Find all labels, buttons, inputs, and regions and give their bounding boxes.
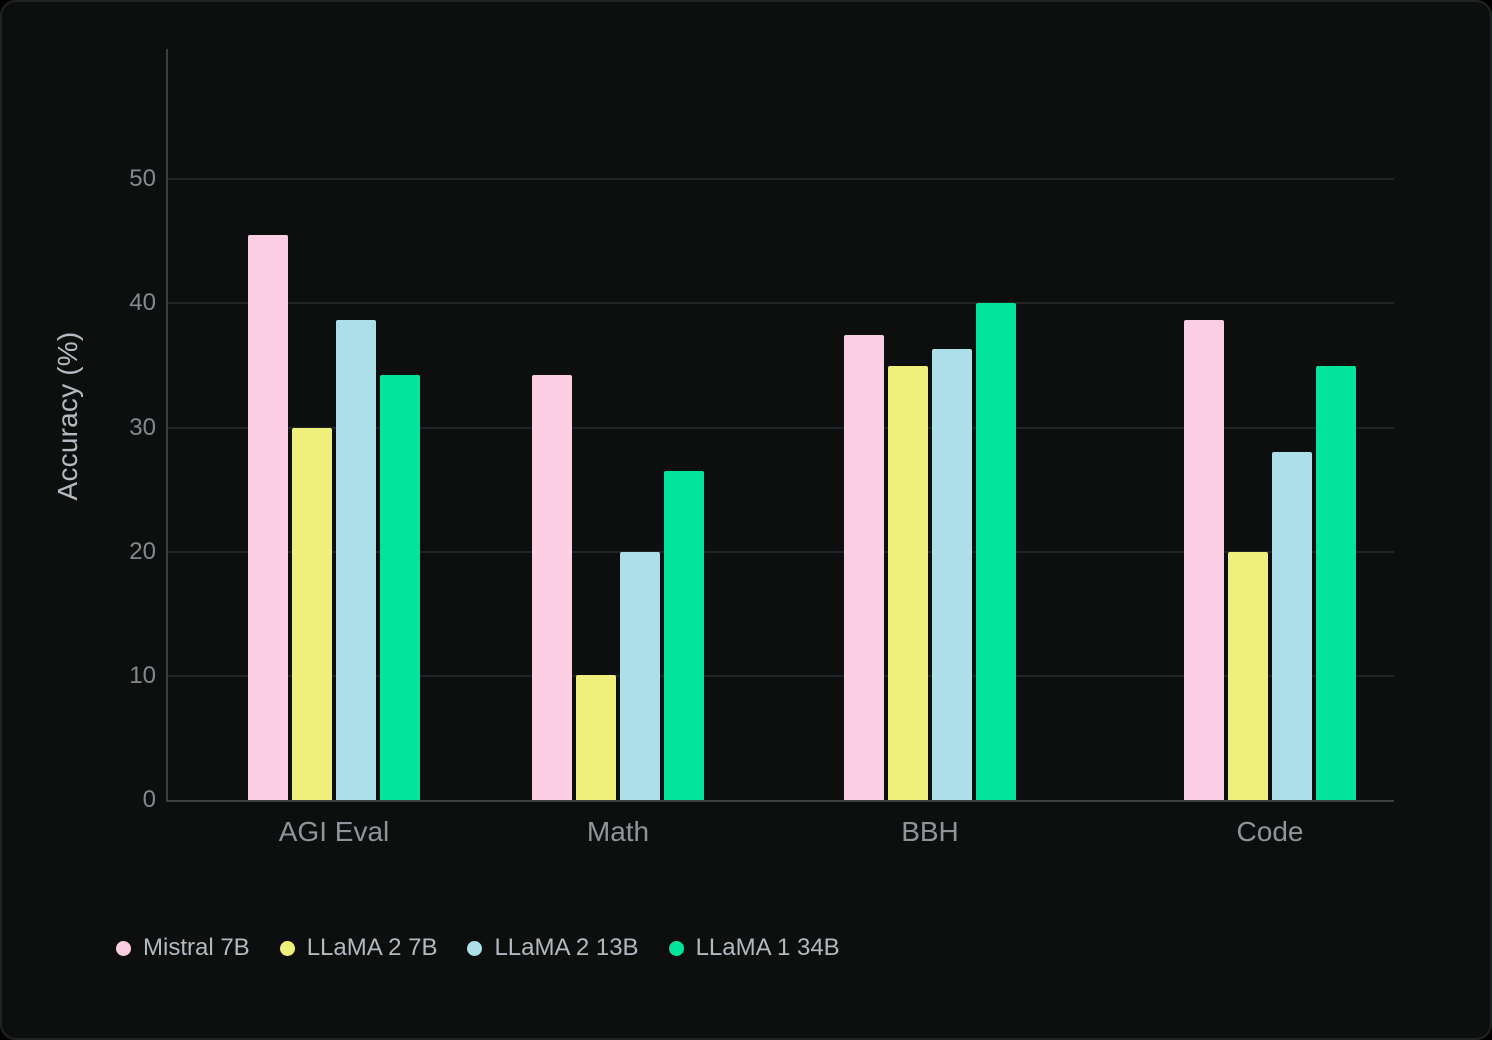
bar-agi-eval-mistral-7b (248, 235, 288, 800)
x-category-label-agi-eval: AGI Eval (278, 816, 390, 847)
gridline-20 (168, 550, 1394, 553)
y-tick-label-40: 40 (129, 289, 156, 317)
gridline-50 (168, 178, 1394, 181)
bar-code-llama-2-7b (1228, 551, 1268, 800)
bar-agi-eval-llama-1-34b (380, 375, 420, 800)
bar-agi-eval-llama-2-7b (292, 427, 332, 800)
legend: Mistral 7B LLaMA 2 7B LLaMA 2 13B LLaMA 1 3… (116, 934, 840, 962)
bar-math-llama-2-7b (576, 674, 616, 800)
bar-bbh-llama-1-34b (976, 303, 1016, 800)
legend-item-label: LLaMA 2 7B (306, 934, 438, 961)
legend-item-label: LLaMA 1 34B (695, 934, 840, 961)
y-tick-label-30: 30 (129, 413, 156, 441)
y-tick-label-0: 0 (142, 786, 156, 813)
bar-bbh-mistral-7b (844, 334, 884, 800)
y-tick-label-20: 20 (129, 537, 156, 565)
bar-bbh-llama-2-7b (888, 365, 928, 800)
gridline-40 (168, 302, 1394, 305)
gridline-30 (168, 426, 1394, 429)
y-tick-label-50: 50 (129, 165, 156, 193)
x-category-label-math: Math (586, 816, 650, 847)
legend-dot-mistral-7b-icon (116, 940, 131, 956)
bar-code-mistral-7b (1184, 319, 1224, 800)
bar-code-llama-1-34b (1316, 365, 1356, 800)
bar-code-llama-2-13b (1272, 452, 1312, 800)
bar-group-code (1184, 319, 1356, 800)
y-tick-label-10: 10 (129, 661, 156, 689)
bar-group-math (532, 375, 704, 800)
bar-bbh-llama-2-13b (932, 349, 972, 800)
legend-item-mistral-7b[interactable]: Mistral 7B (116, 934, 250, 962)
legend-item-label: Mistral 7B (143, 934, 250, 961)
bar-math-llama-2-13b (620, 551, 660, 800)
legend-item-label: LLaMA 2 13B (494, 934, 639, 961)
legend-item-llama-1-34b[interactable]: LLaMA 1 34B (668, 934, 840, 962)
legend-item-llama-2-7b[interactable]: LLaMA 2 7B (279, 934, 438, 962)
legend-dot-llama-1-34b-icon (668, 940, 684, 956)
bar-math-llama-1-34b (664, 471, 704, 800)
legend-dot-llama-2-7b-icon (279, 940, 295, 956)
x-category-label-code: Code (1236, 816, 1304, 847)
bar-group-bbh (844, 303, 1016, 800)
x-category-label-bbh: BBH (901, 816, 959, 847)
legend-item-llama-2-13b[interactable]: LLaMA 2 13B (467, 934, 639, 962)
plot-area: 0 10 20 30 40 50 AGI Eval Math BBH Code (129, 49, 1394, 847)
bar-math-mistral-7b (532, 375, 572, 800)
y-axis-line (166, 49, 168, 800)
legend-dot-llama-2-13b-icon (467, 940, 483, 956)
x-axis-line (166, 800, 1394, 802)
gridline-10 (168, 674, 1394, 677)
bar-agi-eval-llama-2-13b (336, 319, 376, 800)
bar-group-agi-eval (248, 235, 420, 800)
